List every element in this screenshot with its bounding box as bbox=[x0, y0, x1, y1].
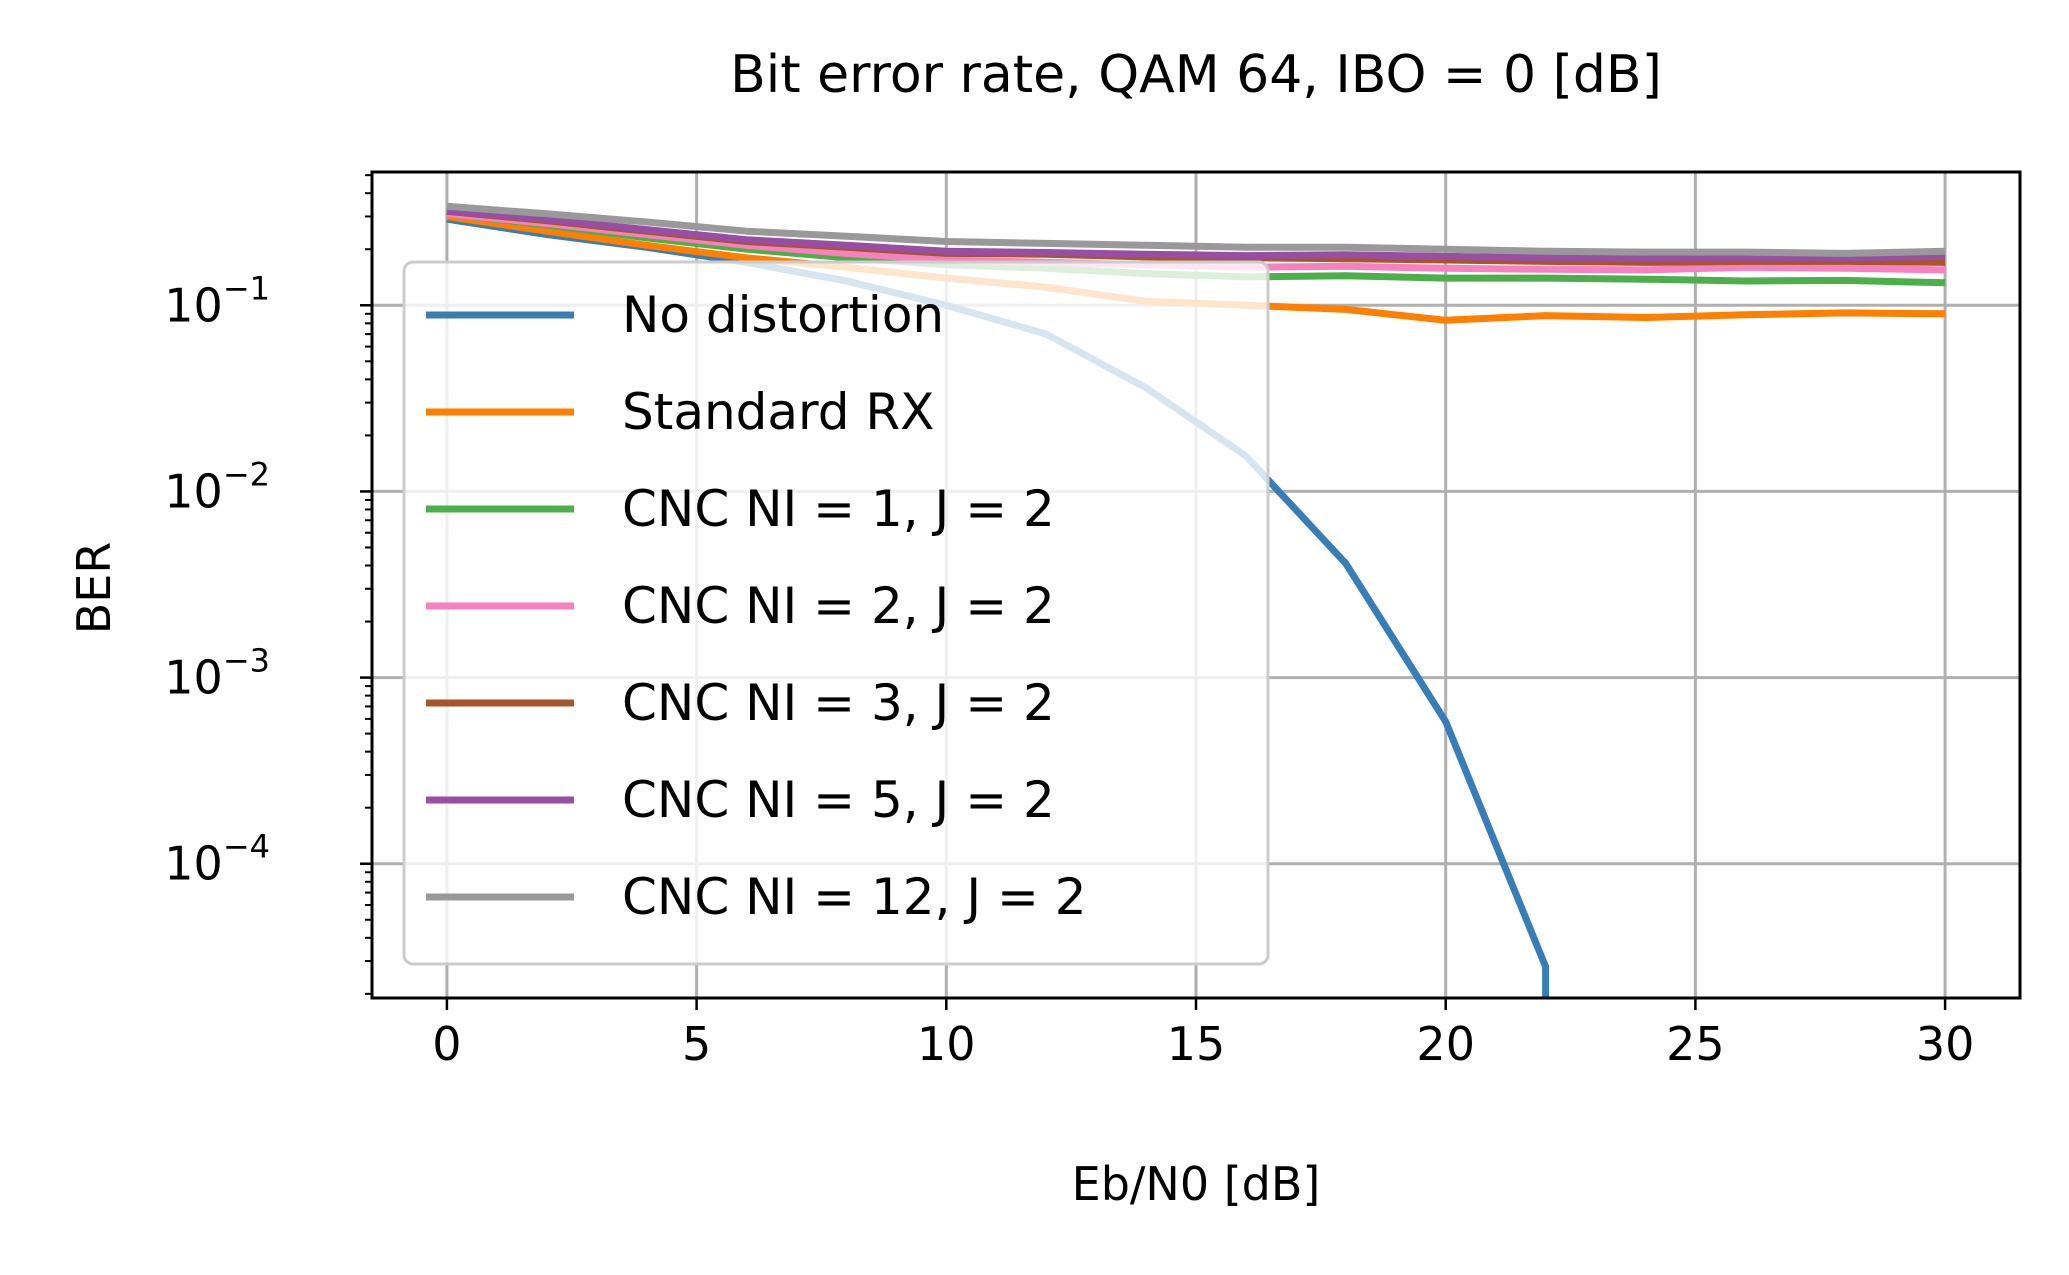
legend-label: No distortion bbox=[622, 286, 944, 344]
x-axis-label: Eb/N0 [dB] bbox=[1072, 1157, 1321, 1211]
legend-label: Standard RX bbox=[622, 383, 934, 441]
y-axis-label: BER bbox=[67, 542, 121, 635]
series-line-7 bbox=[446, 202, 1946, 257]
y-tick-label: 10−1 bbox=[164, 269, 270, 332]
y-tick-label: 10−4 bbox=[164, 828, 270, 891]
legend: No distortion Standard RX CNC NI = 1, J = … bbox=[402, 260, 1270, 966]
y-tick-label: 10−3 bbox=[164, 642, 270, 705]
chart-title: Bit error rate, QAM 64, IBO = 0 [dB] bbox=[730, 45, 1662, 105]
x-tick-label: 25 bbox=[1666, 1017, 1725, 1071]
legend-label: CNC NI = 5, J = 2 bbox=[622, 771, 1055, 829]
x-tick-label: 30 bbox=[1916, 1017, 1975, 1071]
legend-box bbox=[402, 260, 1270, 966]
x-tick-label: 20 bbox=[1416, 1017, 1475, 1071]
series-line-6 bbox=[446, 207, 1946, 263]
x-tick-label: 15 bbox=[1167, 1017, 1226, 1071]
legend-label: CNC NI = 2, J = 2 bbox=[622, 577, 1055, 635]
x-tick-label: 5 bbox=[682, 1017, 711, 1071]
legend-label: CNC NI = 1, J = 2 bbox=[622, 480, 1055, 538]
x-tick-label: 0 bbox=[432, 1017, 461, 1071]
y-tick-label: 10−2 bbox=[164, 455, 270, 518]
legend-label: CNC NI = 3, J = 2 bbox=[622, 674, 1055, 732]
x-tick-label: 10 bbox=[917, 1017, 976, 1071]
axis-ticks: 0 5 10 15 20 25 30 10−4 10−3 10−2 10−1 bbox=[164, 174, 1975, 1071]
legend-label: CNC NI = 12, J = 2 bbox=[622, 868, 1087, 926]
